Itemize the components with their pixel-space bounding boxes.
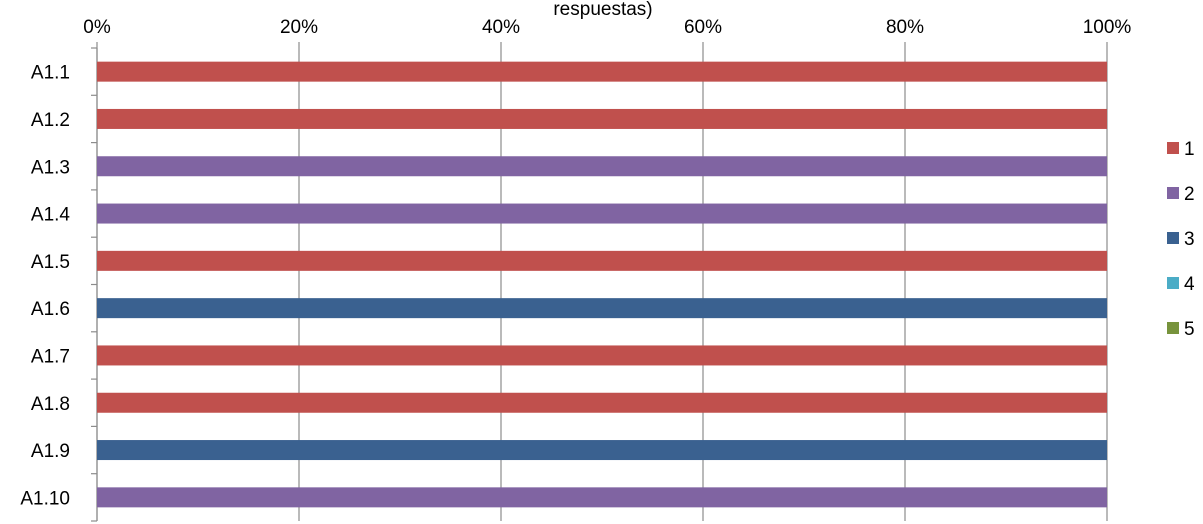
y-tick-label: A1.6: [31, 299, 70, 320]
y-tick-label: A1.9: [31, 441, 70, 462]
y-tick-label: A1.10: [20, 488, 70, 509]
bar-segment: [97, 156, 1107, 177]
x-tick-label: 20%: [280, 17, 318, 38]
bars: [97, 61, 1107, 508]
x-tick-label: 40%: [482, 17, 520, 38]
bar-segment: [97, 392, 1107, 413]
bar-segment: [97, 203, 1107, 224]
legend-label: 2: [1184, 184, 1195, 205]
legend-label: 4: [1184, 274, 1195, 295]
legend-swatch: [1167, 322, 1179, 334]
bar-segment: [97, 298, 1107, 319]
x-tick-label: 60%: [684, 17, 722, 38]
axes: [91, 47, 98, 522]
y-tick-label: A1.4: [31, 205, 71, 226]
x-tick-label: 80%: [886, 17, 924, 38]
y-tick-label: A1.5: [31, 252, 70, 273]
y-tick-label: A1.8: [31, 394, 70, 415]
legend-swatch: [1167, 232, 1179, 244]
bar-segment: [97, 345, 1107, 366]
legend-swatch: [1167, 277, 1179, 289]
y-tick-label: A1.7: [31, 346, 70, 367]
bar-segment: [97, 108, 1107, 129]
y-tick-labels: A1.1 A1.2 A1.3 A1.4 A1.5 A1.6 A1.7 A1.8 A1.9 A1.1…: [20, 63, 70, 510]
x-tick-labels: 0% 20% 40% 60% 80% 100%: [83, 17, 1131, 38]
y-tick-label: A1.2: [31, 110, 70, 131]
y-tick-label: A1.3: [31, 157, 70, 178]
legend-swatch: [1167, 142, 1179, 154]
bar-segment: [97, 487, 1107, 508]
y-tick-label: A1.1: [31, 63, 70, 84]
legend: 1 2 3 4 5: [1167, 139, 1195, 340]
x-tick-label: 0%: [83, 17, 111, 38]
legend-label: 1: [1184, 139, 1195, 160]
bar-segment: [97, 61, 1107, 82]
legend-swatch: [1167, 187, 1179, 199]
legend-label: 3: [1184, 229, 1195, 250]
x-tick-label: 100%: [1083, 17, 1132, 38]
legend-label: 5: [1184, 319, 1195, 340]
chart-title: respuestas): [553, 0, 652, 20]
bar-segment: [97, 250, 1107, 271]
bar-segment: [97, 440, 1107, 461]
